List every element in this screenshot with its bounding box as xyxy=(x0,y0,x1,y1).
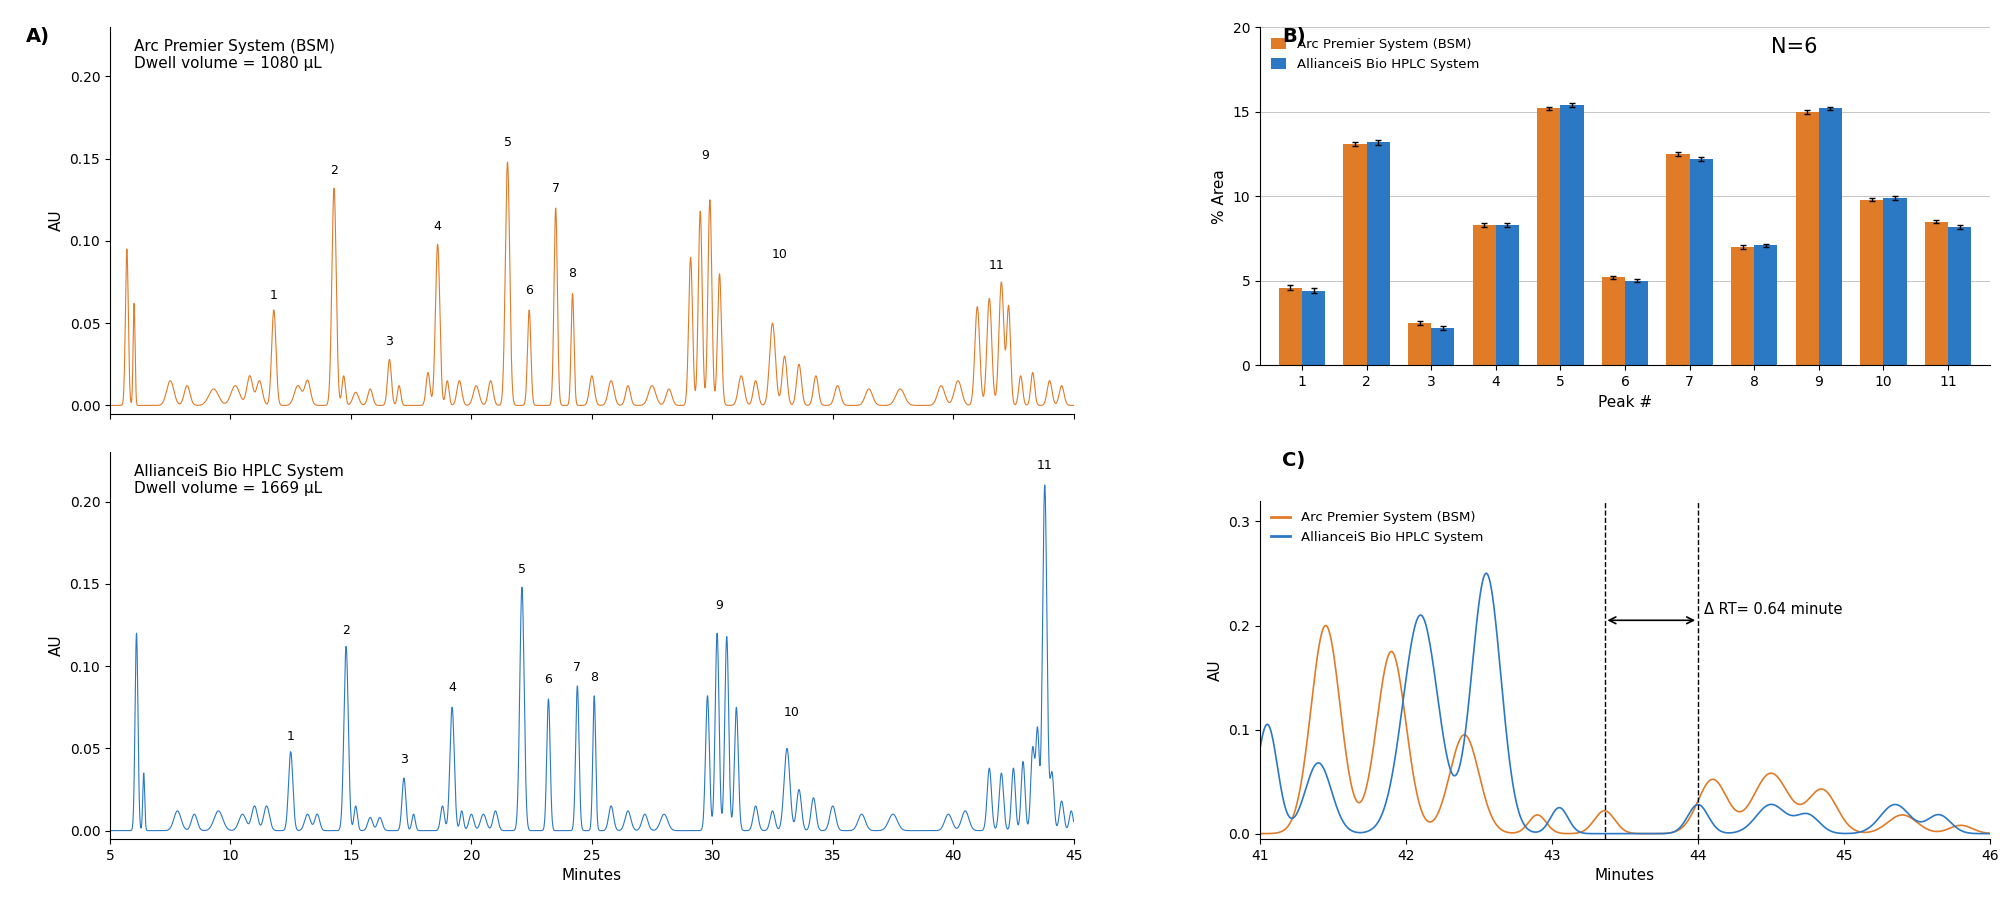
X-axis label: Minutes: Minutes xyxy=(1594,868,1656,883)
Text: 2: 2 xyxy=(342,623,350,637)
Text: B): B) xyxy=(1282,27,1306,46)
Text: A): A) xyxy=(26,27,50,46)
Bar xyxy=(1278,288,1302,365)
X-axis label: Minutes: Minutes xyxy=(562,868,622,883)
Text: 2: 2 xyxy=(330,164,338,177)
Bar xyxy=(1538,108,1560,365)
Text: 10: 10 xyxy=(784,705,800,719)
Text: 4: 4 xyxy=(434,220,442,233)
Bar xyxy=(1408,323,1432,365)
Bar xyxy=(1884,198,1906,365)
Bar xyxy=(1690,159,1712,365)
Text: 7: 7 xyxy=(574,661,582,675)
Bar xyxy=(1344,143,1366,365)
X-axis label: Peak #: Peak # xyxy=(1598,394,1652,410)
Bar xyxy=(1560,105,1584,365)
Bar xyxy=(1302,291,1326,365)
Legend: Arc Premier System (BSM), AllianceiS Bio HPLC System: Arc Premier System (BSM), AllianceiS Bio… xyxy=(1266,33,1484,75)
Text: 9: 9 xyxy=(702,149,708,162)
Text: 1: 1 xyxy=(286,731,294,743)
Bar xyxy=(1472,225,1496,365)
Y-axis label: AU: AU xyxy=(48,635,64,657)
Bar xyxy=(1948,226,1972,365)
Bar xyxy=(1818,108,1842,365)
Text: Δ RT= 0.64 minute: Δ RT= 0.64 minute xyxy=(1704,603,1842,617)
Text: 4: 4 xyxy=(448,681,456,695)
Bar xyxy=(1624,281,1648,365)
Text: 11: 11 xyxy=(1036,459,1052,472)
Text: 1: 1 xyxy=(270,289,278,302)
Text: 9: 9 xyxy=(716,599,724,612)
Bar xyxy=(1432,328,1454,365)
Text: C): C) xyxy=(1282,451,1306,470)
Text: 8: 8 xyxy=(568,267,576,281)
Text: 5: 5 xyxy=(504,136,512,149)
Bar xyxy=(1602,278,1624,365)
Text: 6: 6 xyxy=(544,673,552,686)
Text: N=6: N=6 xyxy=(1770,37,1818,57)
Text: 11: 11 xyxy=(988,259,1004,272)
Text: 3: 3 xyxy=(386,335,394,348)
Text: 10: 10 xyxy=(772,248,788,261)
Text: AllianceiS Bio HPLC System
Dwell volume = 1669 μL: AllianceiS Bio HPLC System Dwell volume … xyxy=(134,464,344,496)
Legend: Arc Premier System (BSM), AllianceiS Bio HPLC System: Arc Premier System (BSM), AllianceiS Bio… xyxy=(1266,507,1488,548)
Bar xyxy=(1796,112,1818,365)
Bar xyxy=(1924,222,1948,365)
Bar xyxy=(1860,199,1884,365)
Bar xyxy=(1496,225,1520,365)
Text: Arc Premier System (BSM)
Dwell volume = 1080 μL: Arc Premier System (BSM) Dwell volume = … xyxy=(134,39,336,71)
Bar xyxy=(1730,247,1754,365)
Bar xyxy=(1366,143,1390,365)
Bar xyxy=(1666,154,1690,365)
Text: 8: 8 xyxy=(590,671,598,685)
Y-axis label: % Area: % Area xyxy=(1212,169,1228,224)
Text: 7: 7 xyxy=(552,182,560,195)
Text: 3: 3 xyxy=(400,753,408,767)
Bar xyxy=(1754,245,1778,365)
Text: 5: 5 xyxy=(518,563,526,575)
Text: 6: 6 xyxy=(526,284,534,297)
Y-axis label: AU: AU xyxy=(48,209,64,231)
Y-axis label: AU: AU xyxy=(1208,659,1222,680)
